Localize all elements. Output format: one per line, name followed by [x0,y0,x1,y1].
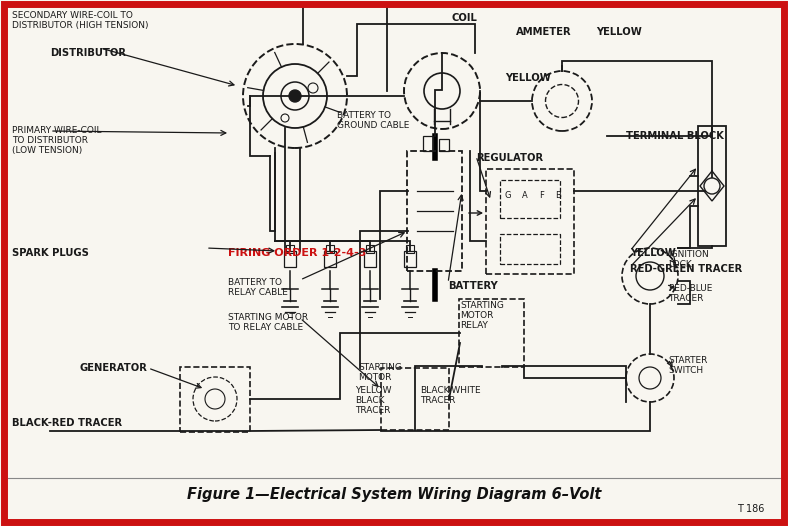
Bar [404,251,416,267]
Text: AMMETER: AMMETER [516,27,571,37]
Text: GROUND CABLE: GROUND CABLE [337,121,410,130]
Text: G: G [505,191,511,200]
Circle shape [704,178,720,194]
Text: BLACK-RED TRACER: BLACK-RED TRACER [12,418,122,428]
Text: MOTOR: MOTOR [460,311,493,320]
Text: BATTERY TO: BATTERY TO [337,111,391,120]
Circle shape [289,90,301,102]
Text: TO RELAY CABLE: TO RELAY CABLE [228,323,303,332]
Text: YELLOW: YELLOW [630,248,676,258]
Text: TRACER: TRACER [420,396,455,405]
Text: MOTOR: MOTOR [358,373,392,382]
Text: GENERATOR: GENERATOR [80,363,148,373]
Text: BLACK-WHITE: BLACK-WHITE [420,386,481,395]
Bar [381,368,449,430]
Bar [423,136,433,151]
Bar [698,126,726,246]
Text: SWITCH: SWITCH [668,366,703,375]
Bar [459,299,525,367]
Bar [407,151,463,271]
Text: T 186: T 186 [737,504,764,514]
Bar [500,180,560,218]
Text: COIL: COIL [452,13,478,23]
Text: REGULATOR: REGULATOR [476,153,543,163]
Bar [180,367,250,431]
Text: SECONDARY WIRE-COIL TO: SECONDARY WIRE-COIL TO [12,11,133,20]
Text: TERMINAL BLOCK: TERMINAL BLOCK [626,131,724,141]
Text: STARTING: STARTING [358,363,402,372]
Text: F: F [540,191,545,200]
Text: DISTRIBUTOR: DISTRIBUTOR [50,48,126,58]
Text: RELAY: RELAY [460,321,488,330]
Text: YELLOW: YELLOW [355,386,392,395]
Text: RELAY CABLE: RELAY CABLE [228,288,288,297]
Text: STARTER: STARTER [668,356,708,365]
Bar [284,251,296,267]
Text: B: B [555,191,561,200]
Bar [286,245,294,253]
Text: A: A [522,191,528,200]
Text: TRACER: TRACER [668,294,704,303]
Bar [324,251,336,267]
Bar [364,251,376,267]
Text: PRIMARY WIRE-COIL: PRIMARY WIRE-COIL [12,126,102,135]
Text: TO DISTRIBUTOR: TO DISTRIBUTOR [12,136,88,145]
Text: BATTERY: BATTERY [448,281,498,291]
Bar [486,168,574,274]
Text: RED-BLUE: RED-BLUE [668,284,712,293]
Text: STARTING: STARTING [460,301,504,310]
Bar [326,245,334,253]
Text: RED-GREEN TRACER: RED-GREEN TRACER [630,264,742,274]
Bar [406,245,414,253]
Bar [439,139,449,151]
Text: LOCK: LOCK [668,260,692,269]
Text: FIRING ORDER 1-2-4-3: FIRING ORDER 1-2-4-3 [228,248,366,258]
Text: YELLOW: YELLOW [596,27,641,37]
Text: IGNITION: IGNITION [668,250,708,259]
Bar [366,245,374,253]
Text: STARTING MOTOR: STARTING MOTOR [228,313,308,322]
Bar [500,234,560,264]
Text: SPARK PLUGS: SPARK PLUGS [12,248,89,258]
Text: BLACK: BLACK [355,396,385,405]
Text: BATTERY TO: BATTERY TO [228,278,282,287]
Text: (LOW TENSION): (LOW TENSION) [12,146,82,155]
Text: Figure 1—Electrical System Wiring Diagram 6–Volt: Figure 1—Electrical System Wiring Diagra… [187,487,601,502]
Text: YELLOW: YELLOW [505,73,551,83]
Text: TRACER: TRACER [355,406,390,415]
Text: DISTRIBUTOR (HIGH TENSION): DISTRIBUTOR (HIGH TENSION) [12,21,148,30]
